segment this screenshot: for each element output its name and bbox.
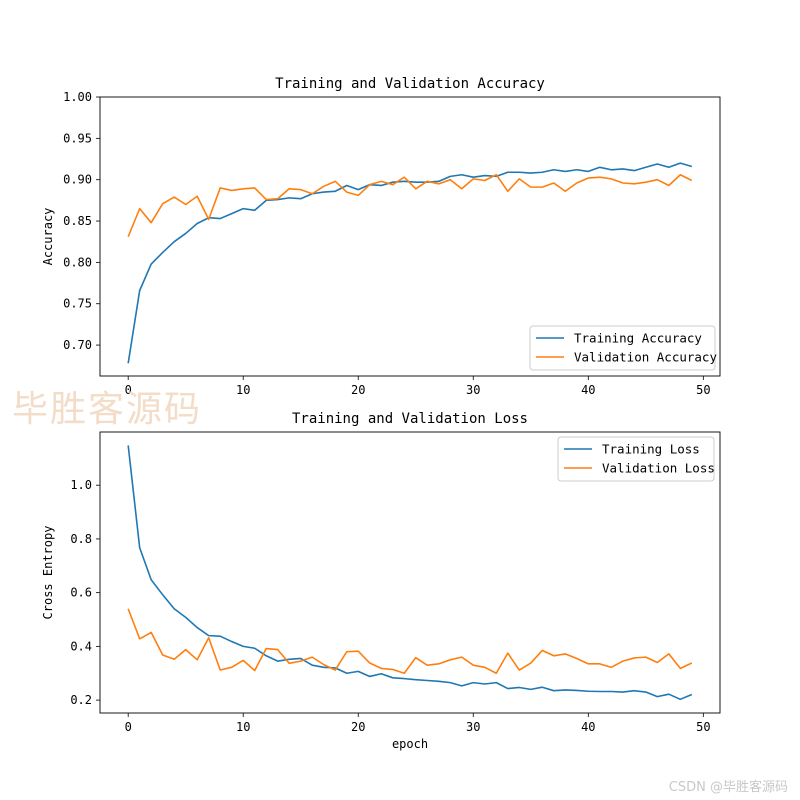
y-tick-label: 0.2: [70, 693, 92, 707]
x-tick-label: 40: [581, 383, 595, 397]
legend-box: [529, 325, 716, 371]
legend: Training Accuracy Validation Accuracy: [529, 325, 717, 371]
legend-label: Validation Accuracy: [574, 350, 717, 365]
training-accuracy-line: [127, 162, 693, 364]
y-tick-label: 0.80: [63, 255, 92, 269]
watermark-text: 毕胜客源码: [12, 389, 203, 430]
x-tick-label: 50: [696, 720, 710, 734]
x-tick-label: 10: [236, 383, 250, 397]
chart-panel-1: Training and Validation Accuracy 0 10 20 30 4…: [41, 76, 721, 397]
chart-title: Training and Validation Accuracy: [275, 76, 545, 92]
validation-accuracy-line: [127, 173, 693, 238]
legend-label: Training Loss: [602, 442, 700, 457]
training-loss-line: [127, 445, 693, 701]
legend-box: [557, 436, 715, 482]
y-tick-label: 0.75: [63, 297, 92, 311]
y-tick-label: 1.00: [63, 90, 92, 104]
plot-frame: [99, 96, 721, 377]
y-tick-label: 0.95: [63, 131, 92, 145]
x-tick-label: 20: [351, 383, 365, 397]
x-tick-label: 50: [696, 383, 710, 397]
x-tick-label: 0: [125, 720, 132, 734]
chart-panel-2: Training and Validation Loss 0 10 20 30 40 50 0…: [41, 411, 721, 751]
legend: Training Loss Validation Loss: [557, 436, 715, 482]
y-axis-label: Cross Entropy: [41, 526, 55, 620]
plot-frame: [99, 431, 721, 714]
y-tick-label: 1.0: [70, 478, 92, 492]
legend-label: Validation Loss: [602, 461, 715, 476]
y-tick-label: 0.8: [70, 532, 92, 546]
y-tick-label: 0.6: [70, 586, 92, 600]
x-tick-label: 10: [236, 720, 250, 734]
x-tick-label: 0: [125, 383, 132, 397]
x-tick-label: 30: [466, 720, 480, 734]
x-tick-label: 20: [351, 720, 365, 734]
y-tick-label: 0.90: [63, 173, 92, 187]
credit-text: CSDN @毕胜客源码: [668, 780, 788, 795]
x-tick-label: 40: [581, 720, 595, 734]
x-tick-label: 30: [466, 383, 480, 397]
chart-title: Training and Validation Loss: [292, 411, 528, 427]
y-axis-label: Accuracy: [41, 208, 55, 266]
legend-label: Training Accuracy: [574, 331, 702, 346]
x-axis-label: epoch: [392, 737, 428, 751]
y-tick-label: 0.85: [63, 214, 92, 228]
validation-loss-line: [127, 608, 693, 675]
y-tick-label: 0.70: [63, 338, 92, 352]
y-tick-label: 0.4: [70, 639, 92, 653]
